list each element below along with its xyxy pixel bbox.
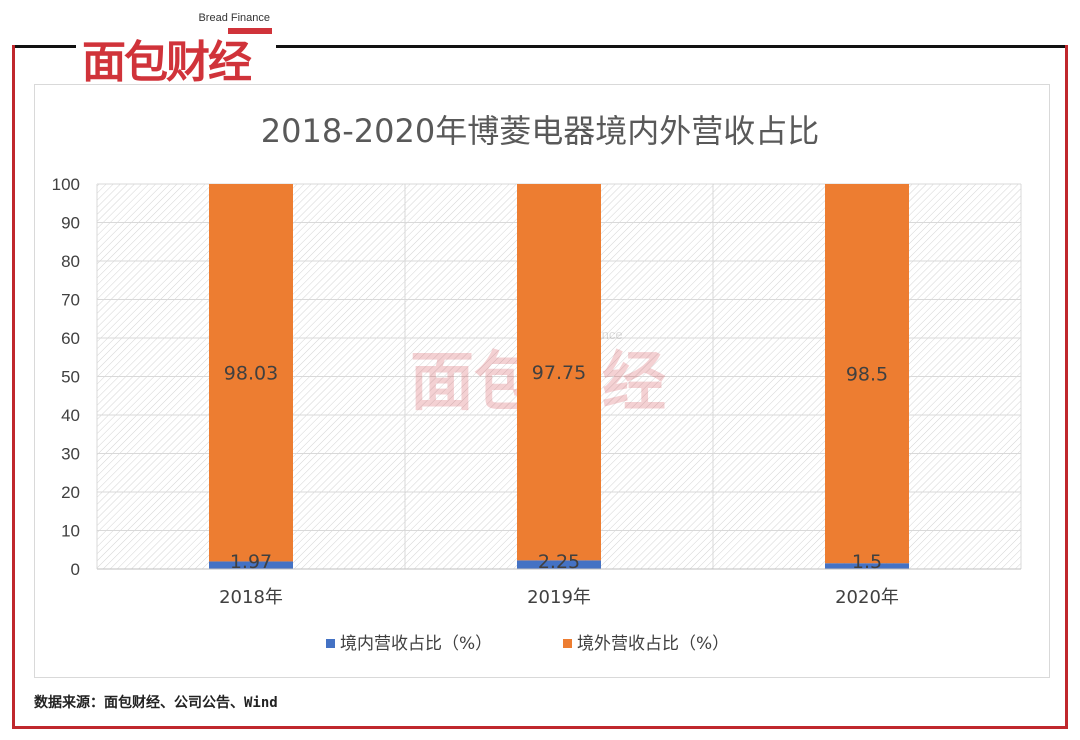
y-tick-label: 40 bbox=[61, 406, 80, 425]
bar-overseas-3 bbox=[825, 184, 909, 564]
axes: 0 10 20 30 40 50 60 70 80 90 100 2018年 2019年 2020年 bbox=[52, 175, 1021, 608]
bar-domestic-2 bbox=[517, 560, 601, 569]
y-tick-label: 20 bbox=[61, 483, 80, 502]
y-tick-label: 100 bbox=[52, 175, 80, 194]
legend-swatch bbox=[326, 639, 335, 648]
legend-swatch bbox=[563, 639, 572, 648]
source-note: 数据来源：面包财经、公司公告、Wind bbox=[34, 695, 278, 711]
frame-bottom-line bbox=[12, 726, 1068, 729]
bar-domestic-3 bbox=[825, 563, 909, 569]
bars bbox=[209, 184, 909, 569]
bar-domestic-1 bbox=[209, 561, 293, 569]
logo-accent-bar bbox=[228, 28, 272, 34]
y-tick-label: 0 bbox=[71, 560, 80, 579]
chart-title: 2018-2020年博菱电器境内外营收占比 bbox=[261, 112, 819, 150]
legend-label: 境外营收占比（%） bbox=[577, 634, 729, 654]
y-tick-label: 50 bbox=[61, 368, 80, 387]
bar-overseas-2 bbox=[517, 184, 601, 561]
data-label: 1.5 bbox=[852, 551, 882, 573]
data-label: 1.97 bbox=[230, 551, 272, 573]
y-tick-label: 30 bbox=[61, 445, 80, 464]
data-label: 2.25 bbox=[538, 551, 580, 573]
frame-top-line bbox=[12, 45, 1068, 48]
data-labels: 1.97 98.03 2.25 97.75 1.5 98.5 bbox=[224, 362, 888, 573]
frame-right-line bbox=[1065, 45, 1068, 729]
bar-overseas-1 bbox=[209, 184, 293, 562]
legend: 境内营收占比（%） 境外营收占比（%） bbox=[326, 634, 729, 654]
data-label: 98.5 bbox=[846, 364, 888, 386]
logo-english-name: Bread Finance bbox=[198, 12, 270, 24]
x-tick-label: 2020年 bbox=[835, 587, 899, 608]
x-tick-label: 2018年 bbox=[219, 587, 283, 608]
y-tick-label: 10 bbox=[61, 522, 80, 541]
brand-logo: Bread Finance 面包财经 bbox=[76, 10, 276, 88]
y-tick-label: 70 bbox=[61, 291, 80, 310]
data-label: 97.75 bbox=[532, 362, 586, 384]
y-tick-label: 60 bbox=[61, 329, 80, 348]
legend-label: 境内营收占比（%） bbox=[340, 634, 492, 654]
x-tick-label: 2019年 bbox=[527, 587, 591, 608]
frame-left-line bbox=[12, 45, 15, 729]
data-label: 98.03 bbox=[224, 363, 278, 385]
y-tick-label: 80 bbox=[61, 252, 80, 271]
logo-chinese-name: 面包财经 bbox=[82, 37, 252, 88]
y-tick-label: 90 bbox=[61, 214, 80, 233]
